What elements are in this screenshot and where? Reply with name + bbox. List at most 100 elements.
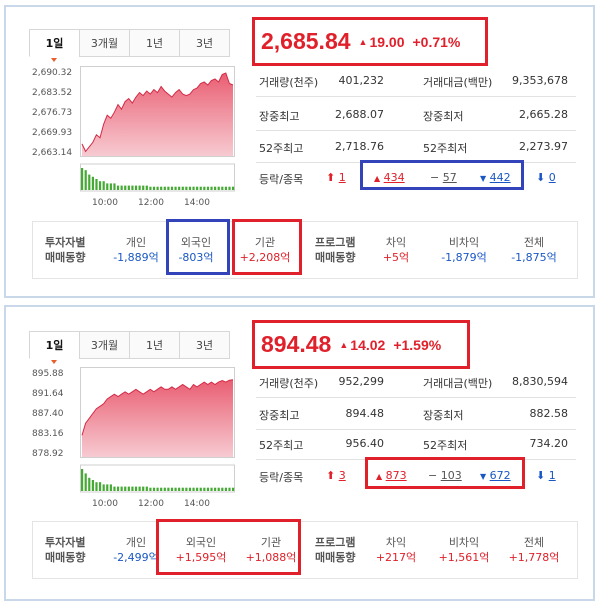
arrow-up-icon: ⬆ — [326, 469, 336, 482]
index-panel-kosdaq: 1일 3개월 1년 3년 895.88 891.64 887.40 883.16… — [4, 305, 595, 601]
volume-bar — [214, 186, 217, 190]
period-tabs: 1일 3개월 1년 3년 — [29, 331, 230, 364]
trading-trend-bar: 투자자별 매매동향 개인 -1,889억 외국인 -803억 기관 +2,208억 프로… — [32, 221, 578, 279]
52w-high-value: 956.40 — [345, 437, 385, 450]
declining-count[interactable]: ▼ 672 — [480, 469, 511, 482]
declining-count[interactable]: ▼ 442 — [480, 171, 511, 184]
tab-1year[interactable]: 1년 — [129, 331, 180, 359]
volume-value: 952,299 — [338, 375, 385, 388]
volume-bar — [116, 185, 120, 190]
program-trend-header: 프로그램 매매동향 — [315, 536, 356, 564]
advancing-count[interactable]: ▲ 434 — [374, 171, 405, 184]
volume-bar — [181, 186, 184, 190]
dash-icon: − — [430, 171, 440, 184]
volume-bar — [113, 183, 116, 190]
current-price-box: 894.48 ▲ 14.02 +1.59% — [252, 320, 470, 369]
volume-bar — [134, 486, 138, 491]
tab-3month[interactable]: 3개월 — [79, 29, 130, 57]
volume-bar — [196, 487, 199, 491]
program-trend-header: 프로그램 매매동향 — [315, 236, 356, 264]
advancing-count[interactable]: ▲ 873 — [376, 469, 407, 482]
volume-bar — [156, 487, 159, 491]
intraday-chart: 2,690.32 2,683.52 2,676.73 2,669.93 2,66… — [32, 66, 239, 218]
up-triangle-icon: ▲ — [376, 472, 383, 481]
upper-limit[interactable]: ⬆ 1 — [326, 171, 346, 184]
foreign-institution-highlight — [156, 519, 301, 575]
volume-bar — [124, 185, 127, 190]
volume-bar — [167, 487, 170, 491]
volume-bar — [91, 480, 94, 491]
volume-bar — [181, 487, 184, 491]
52w-low-label: 52주최저 — [423, 439, 468, 452]
volume-bar — [124, 486, 127, 491]
tab-1year[interactable]: 1년 — [129, 29, 180, 57]
upper-limit[interactable]: ⬆ 3 — [326, 469, 346, 482]
current-price-box: 2,685.84 ▲ 19.00 +0.71% — [252, 17, 488, 66]
volume-bar — [98, 482, 102, 491]
volume-bar — [152, 186, 156, 190]
tab-3month[interactable]: 3개월 — [79, 331, 130, 359]
y-tick: 883.16 — [32, 429, 64, 439]
unchanged-count[interactable]: − 57 — [430, 171, 457, 184]
volume-bar — [131, 185, 134, 190]
price-area-chart — [80, 367, 235, 493]
y-tick: 2,676.73 — [32, 108, 73, 118]
divider — [256, 429, 576, 430]
price-area — [82, 73, 233, 156]
volume-bar — [113, 486, 116, 491]
volume-bar — [88, 174, 91, 190]
volume-bar — [228, 186, 231, 190]
volume-bar — [170, 186, 174, 190]
unchanged-count[interactable]: − 103 — [428, 469, 462, 482]
arbitrage-net: 차익 +217억 — [375, 536, 417, 564]
volume-bar — [232, 186, 235, 190]
volume-bar — [109, 484, 112, 491]
foreign-net: 외국인 -803억 — [178, 236, 214, 264]
volume-bar — [127, 185, 130, 190]
volume-bar — [98, 181, 102, 190]
volume-bar — [81, 469, 84, 491]
tab-1day[interactable]: 1일 — [29, 29, 80, 62]
volume-bar — [210, 186, 213, 190]
current-price: 2,685.84 — [261, 28, 351, 54]
volume-bar — [156, 186, 159, 190]
non-arbitrage-net: 비차익 -1,879억 — [441, 236, 487, 264]
day-high-label: 장중최고 — [259, 409, 300, 422]
volume-bar — [160, 487, 163, 491]
volume-bar — [221, 186, 224, 190]
volume-bar — [145, 185, 148, 190]
52w-high-label: 52주최고 — [259, 439, 304, 452]
price-area-chart — [80, 66, 235, 192]
volume-bar — [221, 487, 224, 491]
arrow-up-icon: ⬆ — [326, 171, 336, 184]
tab-3year[interactable]: 3년 — [179, 29, 230, 57]
tab-1day[interactable]: 1일 — [29, 331, 80, 364]
volume-bar — [192, 487, 195, 491]
volume-bar — [210, 487, 213, 491]
volume-bar — [206, 186, 210, 190]
down-triangle-icon: ▼ — [480, 174, 487, 183]
foreign-highlight — [166, 219, 230, 275]
y-tick: 2,663.14 — [32, 148, 73, 158]
volume-bar — [203, 186, 206, 190]
advance-decline-highlight — [360, 160, 524, 190]
arrow-down-icon: ⬇ — [536, 171, 546, 184]
x-tick: 14:00 — [184, 499, 210, 509]
volume-bar — [116, 486, 120, 491]
volume-bar — [192, 186, 195, 190]
volume-bar — [149, 186, 152, 190]
volume-bar — [95, 179, 98, 190]
volume-bar — [134, 185, 138, 190]
lower-limit[interactable]: ⬇ 0 — [536, 171, 556, 184]
period-tabs: 1일 3개월 1년 3년 — [29, 29, 230, 62]
lower-limit[interactable]: ⬇ 1 — [536, 469, 556, 482]
volume-bar — [214, 487, 217, 491]
volume-label: 거래량(천주) — [259, 377, 319, 390]
tab-3year[interactable]: 3년 — [179, 331, 230, 359]
volume-bar — [88, 477, 91, 491]
x-tick: 14:00 — [184, 198, 210, 208]
investor-trend-header: 투자자별 매매동향 — [45, 536, 86, 564]
volume-bar — [232, 487, 235, 491]
x-tick: 12:00 — [138, 499, 164, 509]
updown-label: 등락/종목 — [259, 173, 304, 186]
